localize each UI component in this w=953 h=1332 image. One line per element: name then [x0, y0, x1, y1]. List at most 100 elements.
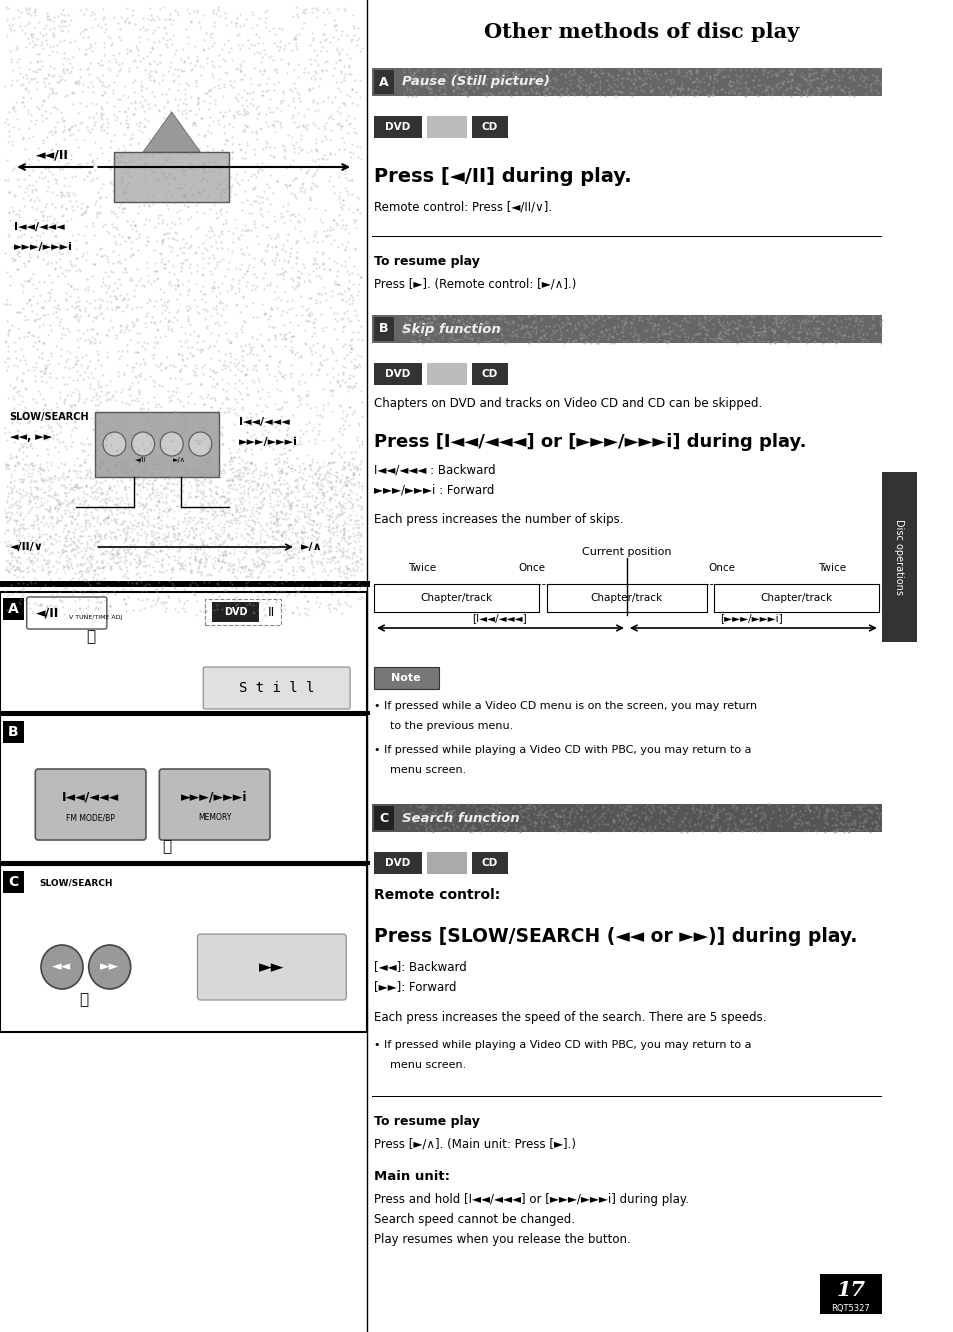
Text: Search speed cannot be changed.: Search speed cannot be changed. [374, 1213, 575, 1227]
Text: 👆: 👆 [86, 630, 95, 645]
Text: Main unit:: Main unit: [374, 1169, 450, 1183]
Text: Chapter/track: Chapter/track [590, 593, 662, 603]
Polygon shape [114, 152, 229, 202]
Text: A: A [379, 76, 389, 88]
Text: [◄◄]: Backward: [◄◄]: Backward [374, 960, 466, 974]
Text: Press [►/∧]. (Main unit: Press [►].): Press [►/∧]. (Main unit: Press [►].) [374, 1138, 576, 1151]
Text: Chapter/track: Chapter/track [760, 593, 832, 603]
Text: ►/∧: ►/∧ [300, 542, 322, 551]
Text: Current position: Current position [581, 547, 671, 557]
Text: menu screen.: menu screen. [390, 765, 466, 775]
Text: Pause (Still picture): Pause (Still picture) [401, 76, 549, 88]
Text: C: C [9, 875, 18, 888]
Bar [3, 871, 24, 892]
Text: Press [◄/II] during play.: Press [◄/II] during play. [374, 168, 631, 186]
Bar [472, 852, 507, 874]
Text: Chapter/track: Chapter/track [420, 593, 492, 603]
Bar [0, 860, 370, 864]
FancyBboxPatch shape [203, 667, 350, 709]
Text: ◄/II: ◄/II [36, 606, 59, 619]
Bar [427, 852, 467, 874]
Text: Press [I◄◄/◄◄◄] or [►►►/►►►i] during play.: Press [I◄◄/◄◄◄] or [►►►/►►►i] during pla… [374, 433, 805, 452]
Text: Each press increases the number of skips.: Each press increases the number of skips… [374, 514, 623, 526]
FancyBboxPatch shape [197, 934, 346, 1000]
Text: • If pressed while playing a Video CD with PBC, you may return to a: • If pressed while playing a Video CD wi… [374, 745, 751, 755]
Text: Chapters on DVD and tracks on Video CD and CD can be skipped.: Chapters on DVD and tracks on Video CD a… [374, 397, 761, 410]
Text: Disc operations: Disc operations [893, 519, 902, 595]
Bar [546, 583, 706, 611]
Bar [0, 581, 370, 587]
Bar [713, 583, 878, 611]
FancyBboxPatch shape [95, 412, 219, 477]
Bar [374, 317, 394, 341]
Text: I◄◄/◄◄◄ : Backward: I◄◄/◄◄◄ : Backward [374, 464, 496, 477]
Bar [205, 599, 281, 625]
Text: Play resumes when you release the button.: Play resumes when you release the button… [374, 1233, 630, 1247]
Text: I◄◄/◄◄◄: I◄◄/◄◄◄ [238, 417, 289, 428]
Bar [472, 364, 507, 385]
Text: Search function: Search function [401, 811, 519, 825]
Bar [0, 711, 370, 715]
Text: [►►►/►►►i]: [►►►/►►►i] [720, 613, 782, 623]
Circle shape [132, 432, 154, 456]
Text: Skip function: Skip function [401, 322, 500, 336]
Text: menu screen.: menu screen. [390, 1060, 466, 1070]
Bar [0, 591, 367, 713]
Text: ►/∧: ►/∧ [172, 457, 186, 464]
Bar [472, 116, 507, 139]
Text: DVD: DVD [385, 369, 410, 380]
Text: • If pressed while playing a Video CD with PBC, you may return to a: • If pressed while playing a Video CD wi… [374, 1040, 751, 1050]
Bar [372, 68, 881, 96]
Text: ►►►/►►►i: ►►►/►►►i [238, 437, 297, 448]
Text: Press and hold [I◄◄/◄◄◄] or [►►►/►►►i] during play.: Press and hold [I◄◄/◄◄◄] or [►►►/►►►i] d… [374, 1193, 688, 1207]
Bar [427, 116, 467, 139]
FancyBboxPatch shape [27, 597, 107, 629]
Circle shape [89, 944, 131, 988]
Circle shape [189, 432, 212, 456]
Bar [3, 721, 24, 743]
Text: ►►: ►► [259, 958, 284, 976]
Text: ◄◄/II: ◄◄/II [36, 149, 69, 163]
FancyBboxPatch shape [159, 769, 270, 840]
Text: DVD: DVD [385, 858, 410, 868]
Text: DVD: DVD [385, 123, 410, 132]
Bar [0, 864, 367, 1032]
Text: Each press increases the speed of the search. There are 5 speeds.: Each press increases the speed of the se… [374, 1011, 766, 1023]
Bar [3, 598, 24, 619]
Text: II: II [267, 606, 274, 618]
Text: to the previous menu.: to the previous menu. [390, 721, 513, 731]
Text: ◄/II: ◄/II [135, 457, 147, 464]
Bar [374, 583, 538, 611]
Text: C: C [379, 811, 388, 825]
Text: Other methods of disc play: Other methods of disc play [484, 23, 799, 43]
Text: [►►]: Forward: [►►]: Forward [374, 980, 456, 994]
Bar [374, 116, 421, 139]
Text: CD: CD [481, 123, 497, 132]
Text: ◄◄, ►►: ◄◄, ►► [10, 432, 51, 442]
Text: DVD: DVD [224, 607, 247, 617]
Text: A: A [8, 602, 19, 615]
Text: CD: CD [481, 858, 497, 868]
Text: ►►: ►► [100, 960, 119, 974]
Circle shape [160, 432, 183, 456]
Text: 👆: 👆 [79, 992, 89, 1007]
Text: FM MODE/BP: FM MODE/BP [66, 814, 115, 822]
Text: Note: Note [391, 673, 420, 683]
Text: • If pressed while a Video CD menu is on the screen, you may return: • If pressed while a Video CD menu is on… [374, 701, 757, 711]
Bar [372, 1095, 881, 1098]
Text: S t i l l: S t i l l [238, 681, 314, 695]
Text: SLOW/SEARCH: SLOW/SEARCH [10, 412, 89, 422]
Text: Once: Once [708, 563, 735, 573]
Text: To resume play: To resume play [374, 1115, 479, 1128]
Circle shape [41, 944, 83, 988]
Bar [0, 715, 367, 862]
Bar [427, 364, 467, 385]
Bar [881, 472, 916, 642]
Bar [374, 806, 394, 830]
Text: Twice: Twice [817, 563, 845, 573]
Text: Press [►]. (Remote control: [►/∧].): Press [►]. (Remote control: [►/∧].) [374, 277, 576, 290]
Text: RQT5327: RQT5327 [831, 1304, 869, 1312]
Text: ►►►/►►►i : Forward: ►►►/►►►i : Forward [374, 484, 494, 497]
Bar [372, 314, 881, 344]
Text: MEMORY: MEMORY [198, 814, 231, 822]
